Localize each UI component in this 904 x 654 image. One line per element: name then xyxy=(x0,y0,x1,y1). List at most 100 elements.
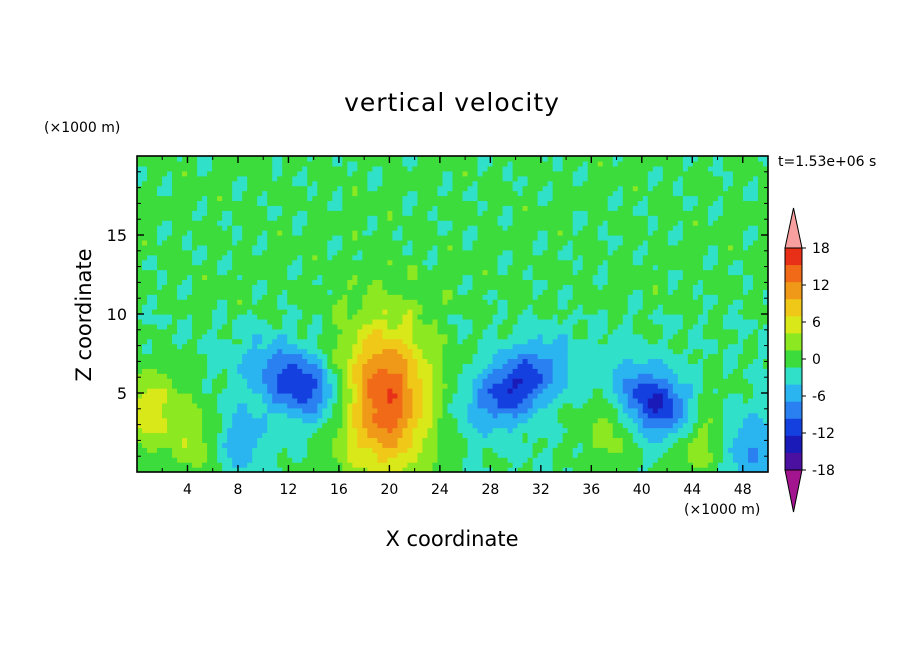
field-cell xyxy=(342,200,348,206)
field-cell xyxy=(272,467,278,472)
field-cell xyxy=(382,442,388,448)
field-cell xyxy=(267,397,273,404)
field-cell xyxy=(367,215,373,221)
field-cell xyxy=(357,220,363,226)
field-cell xyxy=(372,432,378,439)
field-cell xyxy=(337,156,343,162)
field-cell xyxy=(417,457,424,463)
field-cell xyxy=(497,205,504,211)
field-cell xyxy=(352,368,358,374)
field-cell xyxy=(492,338,499,345)
field-cell xyxy=(222,239,228,246)
field-cell xyxy=(252,462,258,468)
field-cell xyxy=(507,318,514,325)
field-cell xyxy=(492,333,499,340)
field-cell xyxy=(492,180,499,187)
field-cell xyxy=(207,304,213,310)
field-cell xyxy=(177,274,183,281)
field-cell xyxy=(272,318,278,325)
field-cell xyxy=(492,309,499,315)
field-cell xyxy=(367,462,373,468)
field-cell xyxy=(442,195,449,202)
field-cell xyxy=(397,160,404,167)
field-cell xyxy=(247,462,253,468)
field-cell xyxy=(232,318,238,325)
field-cell xyxy=(312,309,318,315)
field-cell xyxy=(337,249,343,256)
field-cell xyxy=(462,314,469,320)
field-cell xyxy=(307,388,313,394)
field-cell xyxy=(297,348,303,355)
field-cell xyxy=(317,190,323,197)
field-cell xyxy=(477,452,484,458)
field-cell xyxy=(322,190,328,197)
field-cell xyxy=(322,397,328,404)
field-cell xyxy=(217,239,223,246)
field-cell xyxy=(137,254,143,261)
field-cell xyxy=(372,195,378,202)
field-cell xyxy=(322,393,328,399)
field-cell xyxy=(427,180,434,187)
field-cell xyxy=(267,323,273,330)
field-cell xyxy=(317,343,323,350)
field-cell xyxy=(337,279,343,285)
field-cell xyxy=(292,235,298,241)
field-cell xyxy=(172,210,178,216)
field-cell xyxy=(402,397,409,404)
field-cell xyxy=(222,462,228,468)
field-cell xyxy=(357,427,363,434)
field-cell xyxy=(447,467,454,472)
field-cell xyxy=(162,195,168,202)
field-cell xyxy=(502,304,509,310)
field-cell xyxy=(327,180,333,187)
field-cell xyxy=(187,264,193,271)
field-cell xyxy=(317,358,323,364)
field-cell xyxy=(297,304,303,310)
field-cell xyxy=(452,215,459,221)
field-cell xyxy=(207,378,213,384)
field-cell xyxy=(182,185,188,192)
field-cell xyxy=(242,343,248,350)
field-cell xyxy=(157,235,163,241)
field-cell xyxy=(362,427,368,434)
field-cell xyxy=(237,318,243,325)
field-cell xyxy=(327,165,333,172)
field-cell xyxy=(182,383,188,389)
field-cell xyxy=(277,274,283,281)
field-cell xyxy=(292,467,298,472)
field-cell xyxy=(457,318,464,325)
field-cell xyxy=(287,343,293,350)
field-cell xyxy=(322,338,328,345)
field-cell xyxy=(422,397,429,404)
field-cell xyxy=(182,358,188,364)
field-cell xyxy=(432,156,439,162)
field-cell xyxy=(237,412,243,419)
field-cell xyxy=(277,358,283,364)
field-cell xyxy=(457,343,464,350)
field-cell xyxy=(487,383,494,389)
field-cell xyxy=(147,462,153,468)
field-cell xyxy=(417,358,424,364)
field-cell xyxy=(242,437,248,443)
field-cell xyxy=(387,195,394,202)
field-cell xyxy=(312,180,318,187)
field-cell xyxy=(317,230,323,236)
field-cell xyxy=(432,264,439,271)
field-cell xyxy=(152,442,158,448)
field-cell xyxy=(307,185,313,192)
field-cell xyxy=(267,239,273,246)
field-cell xyxy=(372,225,378,231)
field-cell xyxy=(427,368,434,374)
field-cell xyxy=(437,328,444,335)
field-cell xyxy=(147,185,153,192)
field-cell xyxy=(212,230,218,236)
field-cell xyxy=(292,165,298,172)
field-cell xyxy=(402,220,409,226)
field-cell xyxy=(492,195,499,202)
field-cell xyxy=(447,175,454,182)
field-cell xyxy=(422,338,429,345)
field-cell xyxy=(442,185,449,192)
field-cell xyxy=(317,205,323,211)
field-cell xyxy=(372,254,378,261)
field-cell xyxy=(382,318,388,325)
